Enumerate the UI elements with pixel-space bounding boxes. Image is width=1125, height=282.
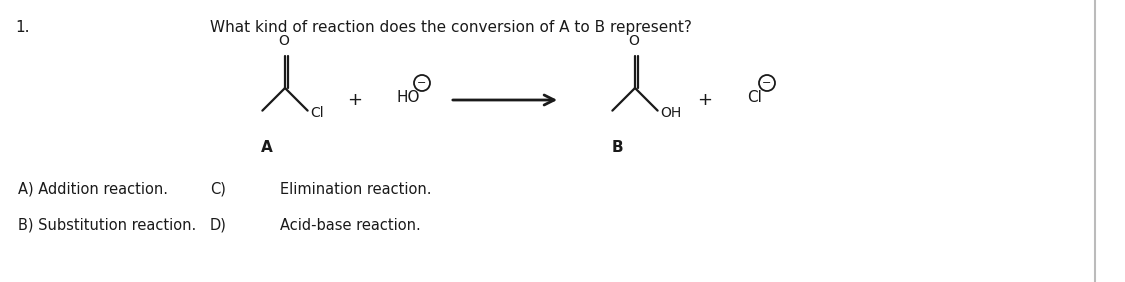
Text: D): D) <box>210 218 227 233</box>
Text: A: A <box>261 140 273 155</box>
Text: Acid-base reaction.: Acid-base reaction. <box>280 218 421 233</box>
Text: +: + <box>698 91 712 109</box>
Text: What kind of reaction does the conversion of A to B represent?: What kind of reaction does the conversio… <box>210 20 692 35</box>
Text: Cl: Cl <box>310 106 324 120</box>
Text: HO: HO <box>396 89 420 105</box>
Text: OH: OH <box>660 106 682 120</box>
Text: +: + <box>348 91 362 109</box>
Text: A) Addition reaction.: A) Addition reaction. <box>18 182 168 197</box>
Text: B: B <box>611 140 623 155</box>
Text: O: O <box>629 34 639 48</box>
Text: −: − <box>763 78 772 88</box>
Text: B) Substitution reaction.: B) Substitution reaction. <box>18 218 196 233</box>
Text: Elimination reaction.: Elimination reaction. <box>280 182 432 197</box>
Text: 1.: 1. <box>15 20 29 35</box>
Text: C): C) <box>210 182 226 197</box>
Text: Cl: Cl <box>747 89 763 105</box>
Text: O: O <box>279 34 289 48</box>
Text: −: − <box>417 78 426 88</box>
